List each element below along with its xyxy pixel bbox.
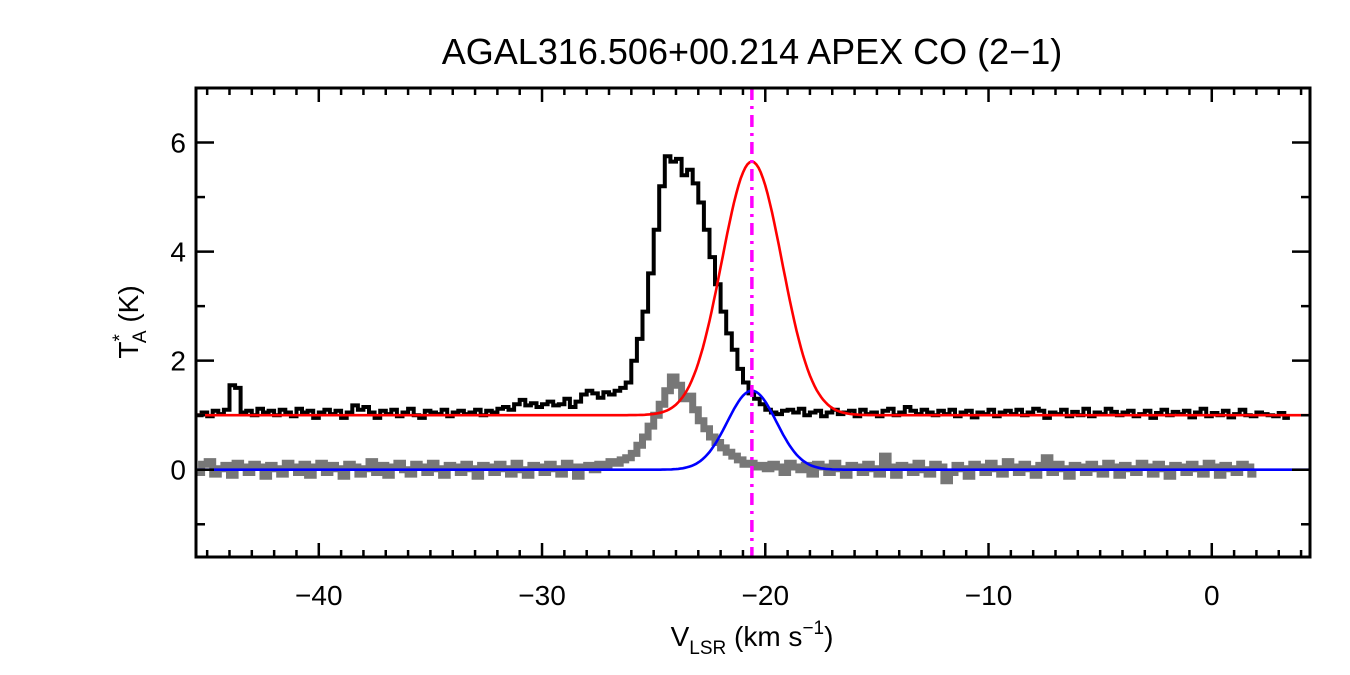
x-axis-label-unit: (km s [726, 621, 802, 652]
series-co-2-1-spectrum [196, 154, 1290, 420]
y-tick-labels: 0 2 4 6 [170, 128, 186, 486]
x-axis-label-main: V [671, 621, 690, 652]
y-axis-label-main: T [113, 342, 144, 359]
x-axis-label-close: ) [824, 621, 833, 652]
y-tick-label: 0 [170, 455, 186, 486]
x-tick-label: −10 [965, 580, 1013, 611]
x-axis-label: VLSR (km s−1) [671, 618, 834, 659]
plot-area [196, 88, 1310, 557]
x-tick-label: 0 [1204, 580, 1220, 611]
plot-frame [194, 86, 1312, 559]
y-axis-label-sup: * [110, 334, 131, 342]
x-axis-label-sub: LSR [689, 638, 726, 659]
y-axis-label-sub: A [130, 330, 151, 343]
x-tick-label: −40 [295, 580, 343, 611]
x-tick-label: −20 [742, 580, 790, 611]
x-tick-labels: −40 −30 −20 −10 0 [295, 580, 1220, 611]
y-axis-label-unit: (K) [113, 285, 144, 330]
chart-title: AGAL316.506+00.214 APEX CO (2−1) [442, 31, 1062, 72]
y-tick-label: 2 [170, 346, 186, 377]
series-13co-2-1-spectrum [196, 373, 1257, 485]
y-tick-label: 6 [170, 128, 186, 159]
y-tick-label: 4 [170, 237, 186, 268]
y-axis-label: T*A (K) [110, 285, 151, 358]
x-axis-label-sup: −1 [802, 618, 824, 639]
x-tick-label: −30 [518, 580, 566, 611]
